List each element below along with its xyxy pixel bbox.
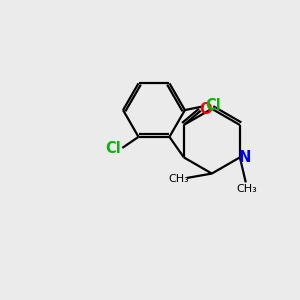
Text: CH₃: CH₃ xyxy=(237,184,258,194)
Text: CH₃: CH₃ xyxy=(168,174,189,184)
Text: Cl: Cl xyxy=(205,98,221,113)
Text: Cl: Cl xyxy=(105,141,121,156)
Text: N: N xyxy=(239,150,251,165)
Text: O: O xyxy=(200,102,212,117)
